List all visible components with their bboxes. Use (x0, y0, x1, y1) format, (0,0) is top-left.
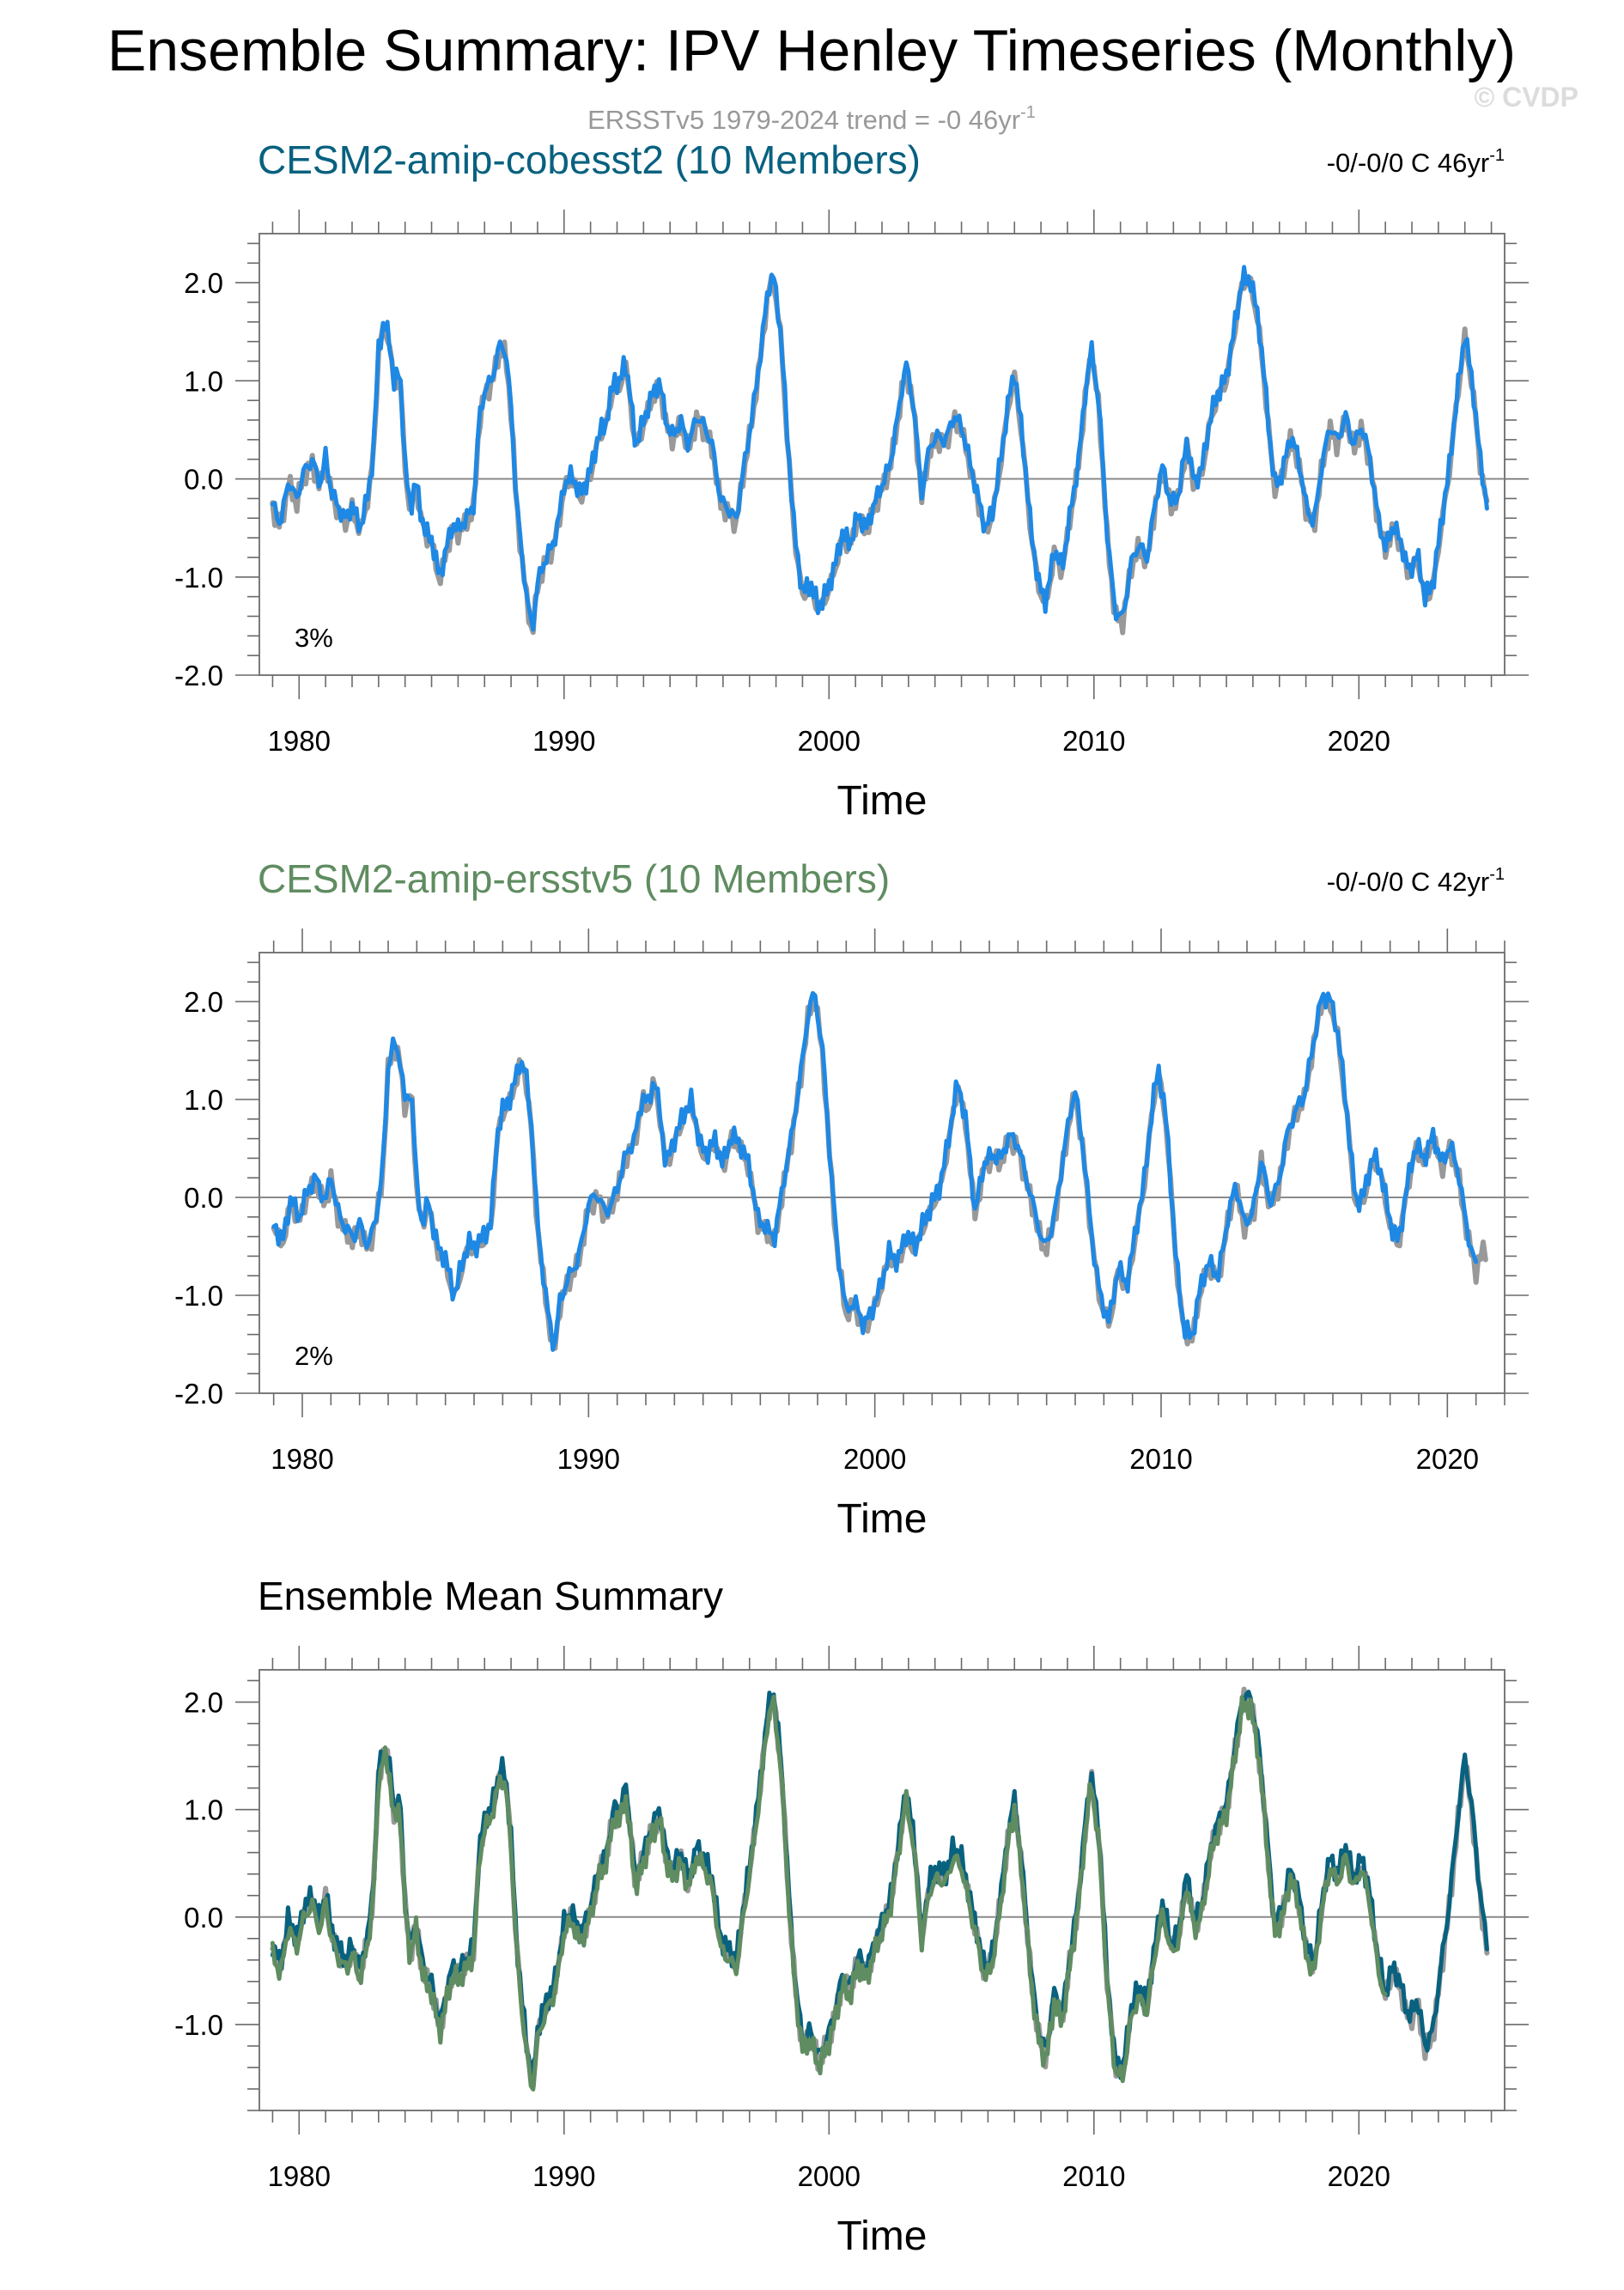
figure-subtitle: ERSSTv5 1979-2024 trend = -0 46yr-1 (587, 103, 1036, 135)
plot-frame (259, 1669, 1505, 2111)
y-tick-label: -1.0 (174, 2009, 223, 2041)
x-tick-label: 1990 (557, 1443, 620, 1475)
series-line-1 (271, 990, 1479, 1352)
percent-label: 2% (295, 1341, 333, 1371)
panel-title: CESM2-amip-ersstv5 (10 Members) (258, 856, 890, 901)
x-tick-label: 2010 (1062, 2160, 1125, 2192)
panel-trend-text: -0/-0/0 C 46yr (1327, 148, 1490, 178)
x-tick-label: 1980 (271, 1443, 333, 1475)
panel-title: Ensemble Mean Summary (258, 1574, 723, 1618)
y-tick-label: 1.0 (184, 365, 223, 397)
x-tick-label: 2000 (798, 2160, 861, 2192)
y-tick-label: 0.0 (184, 1902, 223, 1934)
panel-trend-text: -0/-0/0 C 42yr (1327, 867, 1490, 897)
series-line-0 (270, 273, 1490, 636)
y-tick-label: 2.0 (184, 267, 223, 299)
x-tick-label: 2020 (1328, 2160, 1390, 2192)
x-axis-title: Time (837, 778, 928, 824)
y-tick-label: -1.0 (174, 562, 223, 594)
figure-subtitle-sup: -1 (1020, 103, 1036, 122)
x-axis-title: Time (837, 2214, 928, 2259)
plot-frame (259, 233, 1505, 676)
panel-trend-sup: -1 (1489, 865, 1505, 884)
y-tick-label: 2.0 (184, 1687, 223, 1719)
x-tick-label: 1980 (268, 2160, 331, 2192)
y-tick-label: 1.0 (184, 1084, 223, 1116)
x-tick-label: 1980 (268, 725, 331, 757)
panel-trend-label: -0/-0/0 C 42yr-1 (1327, 865, 1505, 897)
y-tick-label: 0.0 (184, 464, 223, 496)
watermark: © CVDP (1475, 82, 1578, 113)
figure-subtitle-text: ERSSTv5 1979-2024 trend = -0 46yr (587, 105, 1020, 135)
series-line-2 (270, 1694, 1388, 2092)
panel-trend-sup: -1 (1489, 146, 1505, 165)
x-tick-label: 2000 (843, 1443, 906, 1475)
plot-frame (259, 952, 1505, 1394)
y-tick-label: -2.0 (174, 1378, 223, 1410)
y-tick-label: 0.0 (184, 1182, 223, 1214)
x-tick-label: 2020 (1328, 725, 1390, 757)
panel-cobesst2: CESM2-amip-cobesst2 (10 Members) -0/-0/0 … (174, 137, 1529, 824)
x-tick-label: 2020 (1416, 1443, 1479, 1475)
percent-label: 3% (295, 623, 333, 653)
panel-title: CESM2-amip-cobesst2 (10 Members) (258, 137, 921, 182)
y-tick-label: 2.0 (184, 986, 223, 1018)
series-line-1 (270, 265, 1489, 632)
y-tick-label: 1.0 (184, 1794, 223, 1826)
x-axis-title: Time (837, 1496, 928, 1542)
panel-trend-label: -0/-0/0 C 46yr-1 (1327, 146, 1505, 178)
y-tick-label: -2.0 (174, 660, 223, 691)
panel-ensemble-mean: Ensemble Mean Summary -1.0 0.0 1.0 2.0 1980 19… (174, 1574, 1529, 2259)
x-tick-label: 2010 (1062, 725, 1125, 757)
panel-ersstv5: CESM2-amip-ersstv5 (10 Members) -0/-0/0 C… (174, 856, 1529, 1542)
series-line-1 (270, 1690, 1489, 2084)
x-tick-label: 2000 (798, 725, 861, 757)
y-tick-label: -1.0 (174, 1280, 223, 1312)
figure-title: Ensemble Summary: IPV Henley Timeseries … (107, 18, 1516, 83)
x-tick-label: 1990 (532, 725, 595, 757)
x-tick-label: 1990 (532, 2160, 595, 2192)
x-tick-label: 2010 (1129, 1443, 1192, 1475)
series-line-0 (270, 1686, 1490, 2089)
